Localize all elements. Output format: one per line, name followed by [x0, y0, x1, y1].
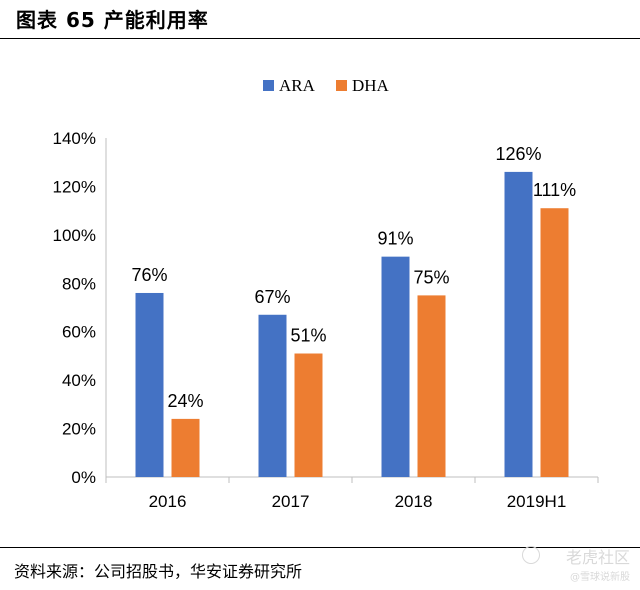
y-tick-label: 80%: [62, 274, 96, 293]
data-label: 76%: [131, 265, 167, 285]
data-label: 111%: [533, 180, 576, 200]
data-label: 91%: [377, 229, 413, 249]
data-label: 75%: [413, 267, 449, 287]
data-label: 67%: [254, 287, 290, 307]
data-label: 24%: [167, 391, 203, 411]
watermark-handle: @雪球说新股: [570, 572, 630, 583]
legend-swatch-dha: [336, 80, 347, 91]
figure-title: 图表 65 产能利用率: [16, 8, 209, 32]
bar-dha: [294, 353, 323, 477]
bar-ara: [381, 256, 410, 477]
footer-rule: [0, 547, 640, 548]
y-tick-label: 20%: [62, 420, 96, 439]
y-tick-label: 100%: [53, 226, 96, 245]
data-label: 51%: [290, 326, 326, 346]
watermark: 老虎社区 @雪球说新股: [520, 544, 630, 586]
x-tick-label: 2018: [395, 492, 433, 511]
watermark-text: 老虎社区: [565, 548, 630, 567]
y-tick-label: 140%: [53, 129, 96, 148]
watermark-logo-icon: [522, 546, 540, 564]
bar-ara: [504, 171, 533, 477]
figure-header: 图表 65 产能利用率: [0, 0, 640, 40]
x-tick-label: 2019H1: [507, 492, 567, 511]
bar-ara: [258, 314, 287, 477]
legend-swatch-ara: [263, 80, 274, 91]
y-tick-label: 40%: [62, 371, 96, 390]
x-tick-label: 2017: [272, 492, 310, 511]
bar-chart: 0% 20% 40% 60% 80% 100% 120% 140% 2016 2017 2018 20…: [53, 76, 599, 511]
y-tick-label: 60%: [62, 323, 96, 342]
y-tick-label: 120%: [53, 177, 96, 196]
x-tick-label: 2016: [149, 492, 187, 511]
bar-dha: [540, 208, 569, 477]
source-note: 资料来源：公司招股书，华安证券研究所: [14, 562, 303, 581]
data-label: 126%: [495, 144, 541, 164]
bar-ara: [135, 292, 164, 477]
header-rule: [0, 38, 640, 39]
legend-label-dha: DHA: [352, 76, 390, 95]
y-tick-label: 0%: [71, 468, 96, 487]
legend-label-ara: ARA: [279, 76, 316, 95]
bar-dha: [417, 295, 446, 477]
bar-dha: [171, 418, 200, 477]
